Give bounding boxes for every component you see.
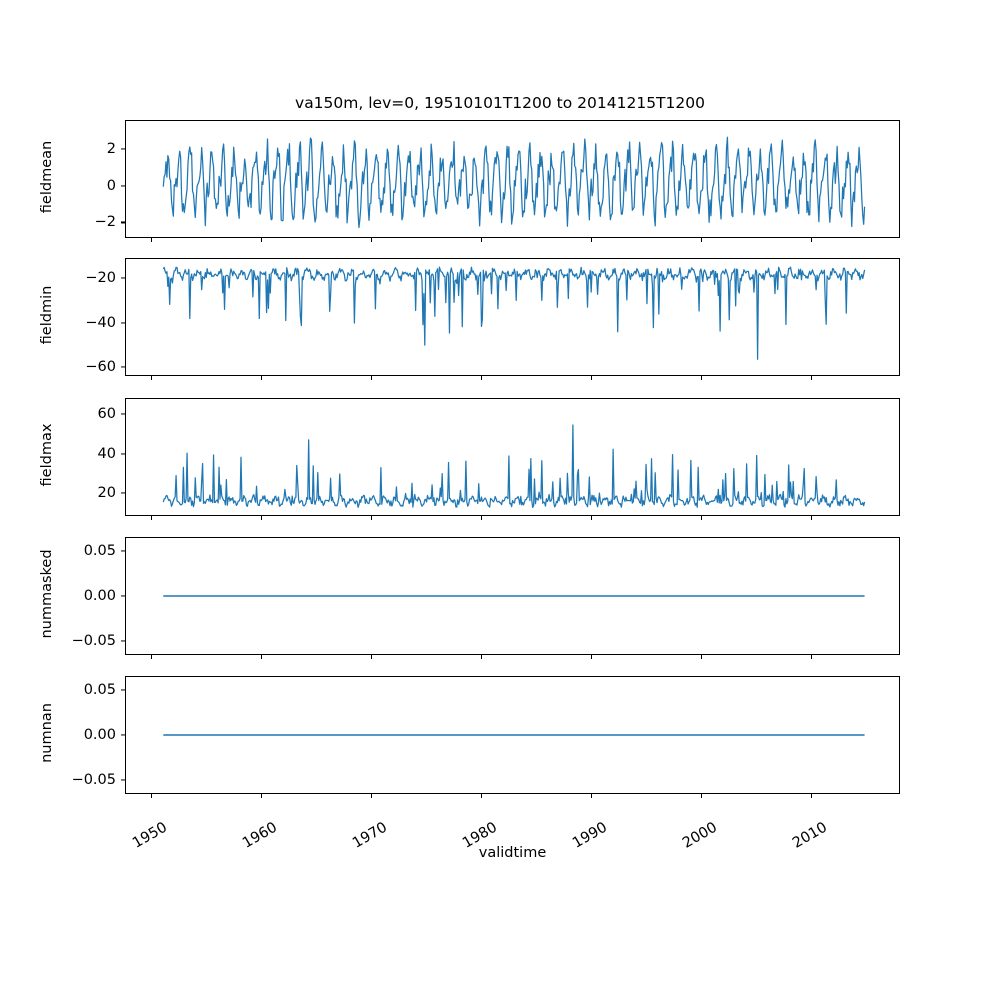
xtickmark-p0-5 [701, 238, 703, 242]
ytickmark-fieldmax-0 [121, 413, 125, 415]
ytick-fieldmin-2: −60 [85, 359, 116, 376]
ytick-fieldmin-1: −40 [85, 314, 116, 331]
xtickmark-p4-5 [701, 794, 703, 798]
figure-title: va150m, lev=0, 19510101T1200 to 20141215… [295, 94, 705, 112]
ytick-fieldmean-1: 0 [106, 177, 116, 194]
ytickmark-fieldmin-2 [121, 366, 125, 368]
xtickmark-p3-6 [810, 655, 813, 659]
xtickmark-p2-1 [261, 516, 263, 520]
ytick-numnan-1: 0.00 [83, 727, 116, 743]
xlabel: validtime [478, 845, 547, 861]
ytick-fieldmean-2: −2 [94, 214, 116, 231]
panel-numnan [125, 676, 900, 794]
xtickmark-p4-1 [261, 794, 263, 798]
ytickmark-fieldmin-1 [121, 322, 125, 324]
xtickmark-p1-0 [151, 376, 153, 380]
ytickmark-fieldmean-2 [121, 221, 125, 223]
xtickmark-p2-5 [701, 516, 703, 520]
panel-nummasked [125, 537, 900, 655]
data-line-fieldmean [126, 121, 899, 237]
ytick-fieldmean-0: 2 [106, 141, 116, 158]
ytickmark-fieldmean-0 [121, 148, 125, 150]
xtickmark-p4-2 [371, 794, 373, 798]
ytickmark-nummasked-1 [121, 595, 125, 597]
ytickmark-fieldmax-2 [121, 492, 125, 494]
xtickmark-p4-0 [151, 794, 153, 798]
xtickmark-p1-5 [701, 376, 703, 380]
xtickmark-p2-0 [151, 516, 153, 520]
data-line-fieldmin [126, 259, 899, 375]
xtickmark-p3-3 [481, 655, 483, 659]
xtickmark-p3-4 [591, 655, 593, 659]
xtickmark-p1-3 [481, 376, 483, 380]
xtickmark-p1-4 [591, 376, 593, 380]
xtickmark-p4-6 [810, 794, 813, 798]
ytick-nummasked-1: 0.00 [83, 588, 116, 604]
data-line-nummasked [126, 538, 899, 654]
ytickmark-nummasked-0 [121, 550, 125, 552]
xtickmark-p1-6 [810, 376, 813, 380]
ytickmark-numnan-2 [121, 779, 125, 781]
ytickmark-numnan-0 [121, 689, 125, 691]
xtickmark-p0-1 [261, 238, 263, 242]
panel-fieldmin [125, 258, 900, 376]
xtickmark-p3-0 [151, 655, 153, 659]
xtickmark-p0-4 [591, 238, 593, 242]
xtickmark-p0-0 [151, 238, 153, 242]
xtickmark-p3-2 [371, 655, 373, 659]
ytick-fieldmax-0: 60 [97, 405, 116, 422]
ytick-numnan-2: −0.05 [71, 772, 116, 789]
ytickmark-nummasked-2 [121, 640, 125, 642]
xtickmark-p0-3 [481, 238, 483, 242]
ytick-fieldmin-0: −20 [85, 270, 116, 287]
data-line-numnan [126, 677, 899, 793]
panel-fieldmax [125, 398, 900, 516]
xtickmark-p2-6 [810, 516, 813, 520]
ytickmark-fieldmin-0 [121, 277, 125, 279]
xtickmark-p2-2 [371, 516, 373, 520]
ytick-fieldmax-2: 20 [97, 485, 116, 502]
xtickmark-p0-2 [371, 238, 373, 242]
xtickmark-p2-3 [481, 516, 483, 520]
panel-fieldmean [125, 120, 900, 238]
ytick-numnan-0: 0.05 [83, 681, 116, 698]
ytickmark-fieldmax-1 [121, 452, 125, 455]
ytick-fieldmax-1: 40 [97, 445, 116, 462]
xtickmark-p3-1 [261, 655, 263, 659]
ytick-nummasked-0: 0.05 [83, 542, 116, 559]
xtickmark-p0-6 [810, 238, 813, 242]
xtickmark-p3-5 [701, 655, 703, 659]
ytickmark-fieldmean-1 [121, 185, 125, 187]
ytick-nummasked-2: −0.05 [71, 633, 116, 650]
xtickmark-p1-2 [371, 376, 373, 380]
data-line-fieldmax [126, 399, 899, 515]
xtickmark-p1-1 [261, 376, 263, 380]
ytickmark-numnan-1 [121, 734, 125, 736]
xtickmark-p2-4 [591, 516, 593, 520]
xtickmark-p4-3 [481, 794, 483, 798]
xtickmark-p4-4 [591, 794, 593, 798]
